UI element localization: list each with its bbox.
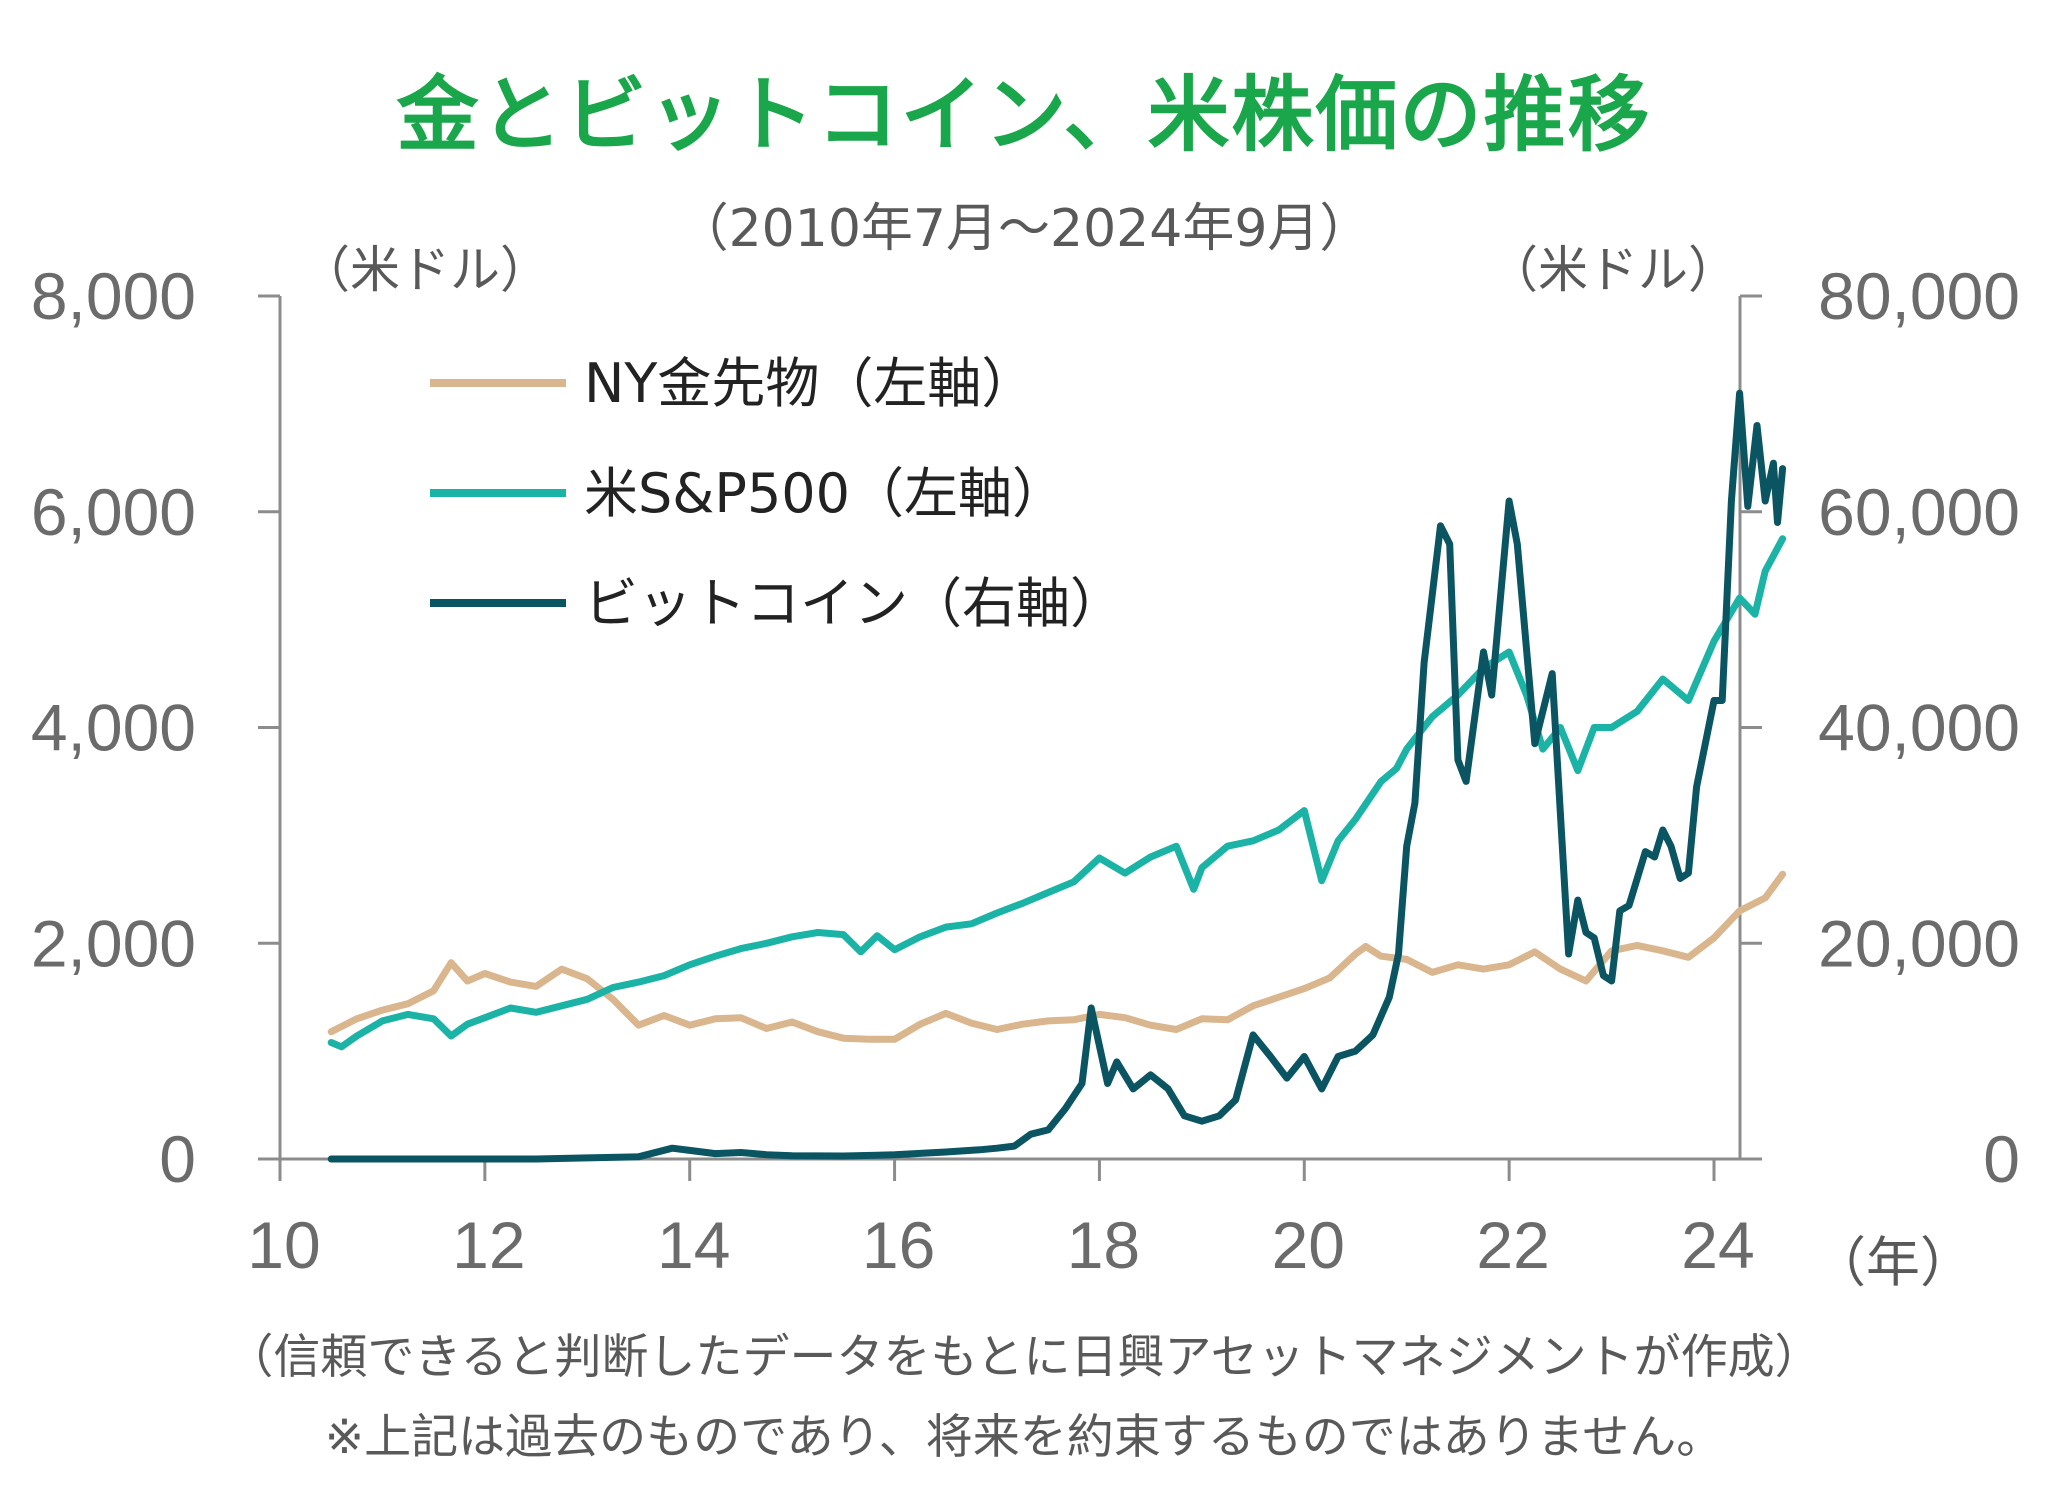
right-axis-unit-label: （米ドル） (1488, 241, 1738, 299)
series-line-bitcoin (327, 389, 1787, 1163)
series-line-sp500 (327, 535, 1787, 1051)
disclaimer-note: ※上記は過去のものであり、将来を約束するものではありません。 (324, 1410, 1724, 1465)
left-axis-unit-label: （米ドル） (300, 241, 550, 299)
x-axis-unit-label: （年） (1812, 1231, 1974, 1294)
chart-title: 金とビットコイン、米株価の推移 (396, 68, 1652, 163)
x-axis-tick-label: 22 (1476, 1208, 1549, 1282)
x-axis-tick-label: 10 (247, 1208, 320, 1282)
x-axis-tick-label: 12 (452, 1208, 525, 1282)
right-axis-tick-label: 40,000 (1818, 691, 2020, 765)
x-axis-tick-label: 18 (1067, 1208, 1140, 1282)
left-axis-tick-label: 2,000 (31, 906, 196, 980)
x-axis-tick-label: 16 (862, 1208, 935, 1282)
right-axis-tick-label: 0 (1983, 1122, 2020, 1196)
left-axis-tick-label: 6,000 (31, 475, 196, 549)
source-note: （信頼できると判断したデータをもとに日興アセットマネジメントが作成） (226, 1330, 1822, 1385)
right-axis-tick-label: 80,000 (1818, 259, 2020, 333)
legend-label: ビットコイン（右軸） (584, 572, 1124, 635)
right-axis-tick-label: 20,000 (1818, 906, 2020, 980)
chart-subtitle: （2010年7月～2024年9月） (676, 199, 1372, 259)
legend-label: 米S&P500（左軸） (584, 462, 1066, 525)
right-axis-tick-label: 60,000 (1818, 475, 2020, 549)
series-line-gold (327, 870, 1787, 1043)
left-axis-tick-label: 4,000 (31, 691, 196, 765)
left-axis-tick-label: 8,000 (31, 259, 196, 333)
x-axis-tick-label: 14 (657, 1208, 730, 1282)
legend-label: NY金先物（左軸） (584, 352, 1035, 415)
x-axis-tick-label: 24 (1681, 1208, 1754, 1282)
left-axis-tick-label: 0 (159, 1122, 196, 1196)
x-axis-tick-label: 20 (1272, 1208, 1345, 1282)
